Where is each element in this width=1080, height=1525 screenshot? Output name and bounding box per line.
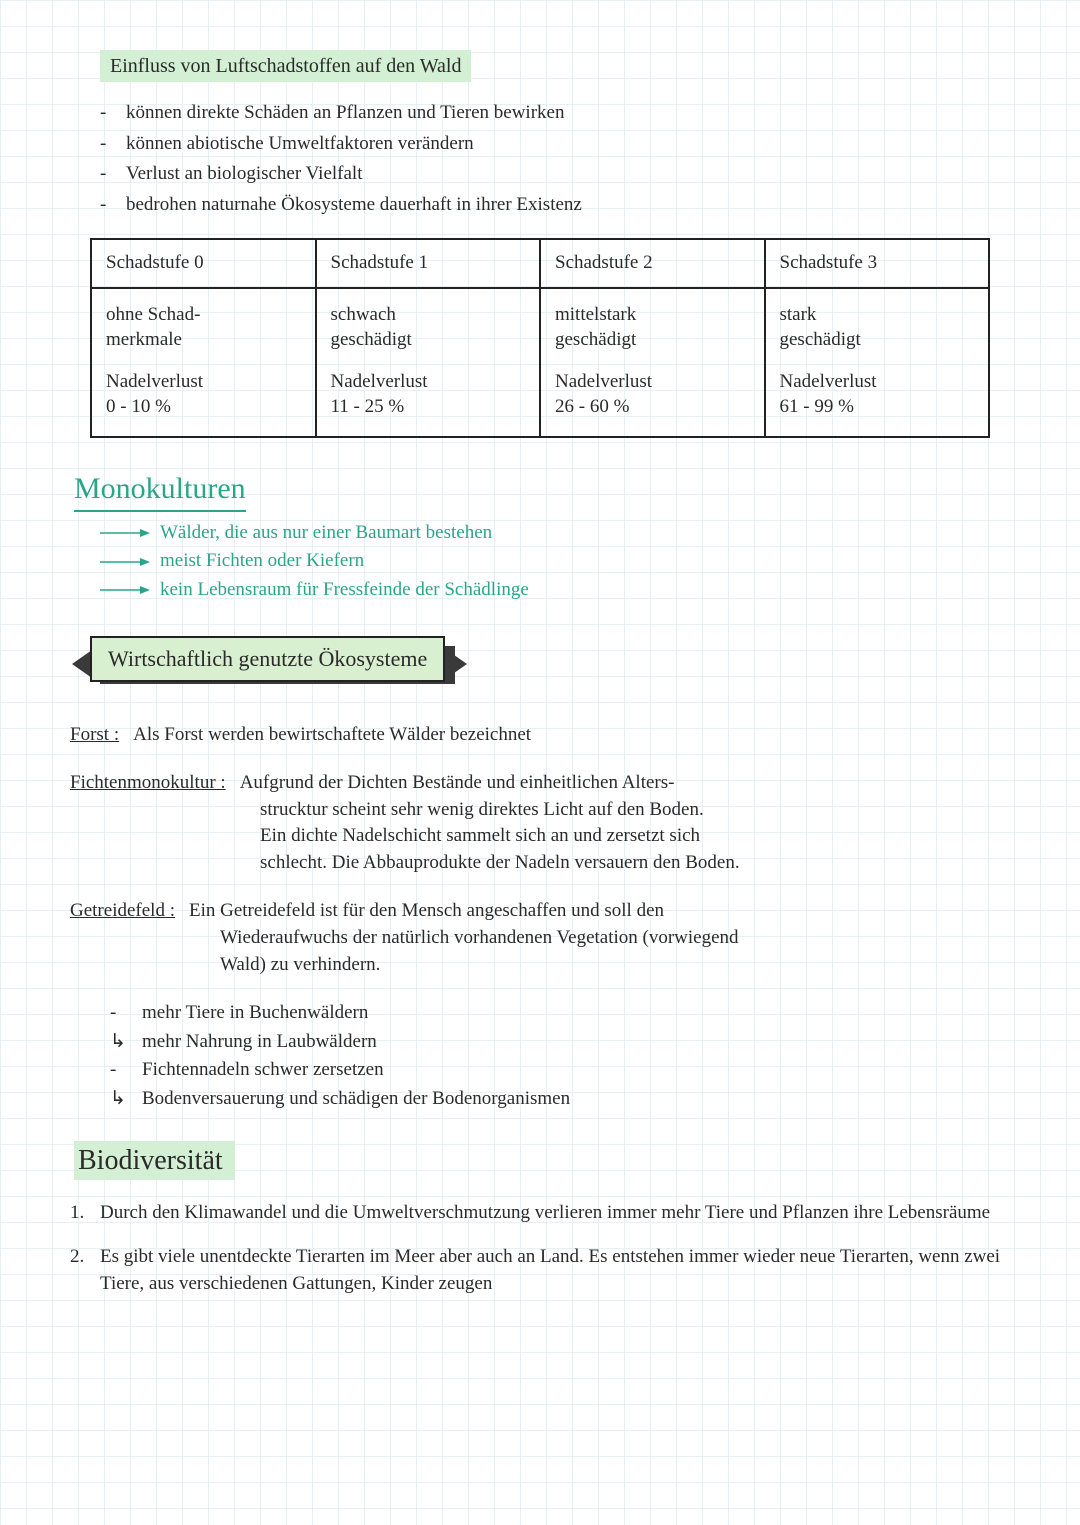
mono-list: Wälder, die aus nur einer Baumart besteh… <box>100 520 1010 604</box>
list-item: -mehr Tiere in Buchenwäldern <box>110 1000 1010 1027</box>
list-item: ↳mehr Nahrung in Laubwäldern <box>110 1029 1010 1056</box>
cell-text: geschädigt <box>331 328 526 353</box>
def-term: Getreidefeld : <box>70 898 175 925</box>
bullet-text: können direkte Schäden an Pflanzen und T… <box>126 100 564 127</box>
list-item: 1. Durch den Klimawandel und die Umweltv… <box>70 1200 1010 1227</box>
table-header: Schadstufe 3 <box>766 240 989 289</box>
bullet-marker: ↳ <box>110 1086 142 1113</box>
definition-forst: Forst : Als Forst werden bewirtschaftete… <box>70 722 1010 749</box>
cell-text: 61 - 99 % <box>780 395 975 420</box>
bullet-marker: - <box>110 1000 142 1027</box>
cell-text: geschädigt <box>780 328 975 353</box>
cell-text: 0 - 10 % <box>106 395 301 420</box>
cell-text: merkmale <box>106 328 301 353</box>
def-line: schlecht. Die Abbauprodukte der Nadeln v… <box>260 850 1010 877</box>
cell-text: schwach <box>331 303 526 328</box>
def-term: Fichtenmonokultur : <box>70 770 226 797</box>
item-text: Es gibt viele unentdeckte Tierarten im M… <box>100 1244 1010 1297</box>
bullet-text: bedrohen naturnahe Ökosysteme dauerhaft … <box>126 192 582 219</box>
def-line: Wiederaufwuchs der natürlich vorhandenen… <box>220 925 1010 952</box>
item-number: 1. <box>70 1200 100 1227</box>
def-line: Wald) zu verhindern. <box>220 952 1010 979</box>
cell-text: geschädigt <box>555 328 750 353</box>
cell-text: stark <box>780 303 975 328</box>
def-body: Als Forst werden bewirtschaftete Wälder … <box>133 722 531 749</box>
table-col: Schadstufe 1 schwachgeschädigt Nadelverl… <box>317 240 542 435</box>
table-col: Schadstufe 0 ohne Schad-merkmale Nadelve… <box>92 240 317 435</box>
cell-text: Nadelverlust <box>331 370 526 395</box>
cell-text: Nadelverlust <box>555 370 750 395</box>
table-header: Schadstufe 1 <box>317 240 540 289</box>
list-item: Wälder, die aus nur einer Baumart besteh… <box>100 520 1010 547</box>
list-item: ↳Bodenversauerung und schädigen der Bode… <box>110 1086 1010 1113</box>
arrow-icon <box>100 583 150 597</box>
list-item: -bedrohen naturnahe Ökosysteme dauerhaft… <box>100 192 1010 219</box>
list-item: kein Lebensraum für Fressfeinde der Schä… <box>100 577 1010 604</box>
section-heading-mono: Monokulturen <box>74 468 246 512</box>
bullet-text: können abiotische Umweltfaktoren verände… <box>126 131 474 158</box>
arrow-text: kein Lebensraum für Fressfeinde der Schä… <box>160 577 529 604</box>
section-heading-bio: Biodiversität <box>74 1141 235 1180</box>
list-item: 2. Es gibt viele unentdeckte Tierarten i… <box>70 1244 1010 1297</box>
list-item: -können direkte Schäden an Pflanzen und … <box>100 100 1010 127</box>
table-col: Schadstufe 3 starkgeschädigt Nadelverlus… <box>766 240 989 435</box>
cell-text: mittelstark <box>555 303 750 328</box>
cell-text: Nadelverlust <box>780 370 975 395</box>
item-text: Durch den Klimawandel und die Umweltvers… <box>100 1200 1010 1227</box>
arrow-icon <box>100 526 150 540</box>
comparison-bullets: -mehr Tiere in Buchenwäldern ↳mehr Nahru… <box>110 1000 1010 1112</box>
arrow-text: meist Fichten oder Kiefern <box>160 548 364 575</box>
banner-label: Wirtschaftlich genutzte Ökosysteme <box>90 636 445 683</box>
bullet-text: Bodenversauerung und schädigen der Boden… <box>142 1086 570 1113</box>
cell-text: Nadelverlust <box>106 370 301 395</box>
def-line: Ein Getreidefeld ist für den Mensch ange… <box>189 898 664 925</box>
table-col: Schadstufe 2 mittelstarkgeschädigt Nadel… <box>541 240 766 435</box>
def-term: Forst : <box>70 722 119 749</box>
bio-list: 1. Durch den Klimawandel und die Umweltv… <box>70 1200 1010 1298</box>
cell-text: 26 - 60 % <box>555 395 750 420</box>
def-line: Aufgrund der Dichten Bestände und einhei… <box>240 770 675 797</box>
table-header: Schadstufe 0 <box>92 240 315 289</box>
bullet-marker: ↳ <box>110 1029 142 1056</box>
page-title: Einfluss von Luftschadstoffen auf den Wa… <box>100 50 471 82</box>
bullet-marker: - <box>110 1057 142 1084</box>
list-item: -können abiotische Umweltfaktoren veränd… <box>100 131 1010 158</box>
definition-fichten: Fichtenmonokultur : Aufgrund der Dichten… <box>70 770 1010 876</box>
bullet-text: mehr Nahrung in Laubwäldern <box>142 1029 377 1056</box>
list-item: -Verlust an biologischer Vielfalt <box>100 161 1010 188</box>
cell-text: ohne Schad- <box>106 303 301 328</box>
banner-tail-left <box>72 650 92 678</box>
def-line: strucktur scheint sehr wenig direktes Li… <box>260 797 1010 824</box>
damage-table: Schadstufe 0 ohne Schad-merkmale Nadelve… <box>90 238 990 437</box>
def-line: Ein dichte Nadelschicht sammelt sich an … <box>260 823 1010 850</box>
arrow-icon <box>100 555 150 569</box>
bullet-text: mehr Tiere in Buchenwäldern <box>142 1000 368 1027</box>
list-item: meist Fichten oder Kiefern <box>100 548 1010 575</box>
intro-bullets: -können direkte Schäden an Pflanzen und … <box>100 100 1010 218</box>
arrow-text: Wälder, die aus nur einer Baumart besteh… <box>160 520 492 547</box>
section-banner: Wirtschaftlich genutzte Ökosysteme <box>90 632 1010 692</box>
definition-getreide: Getreidefeld : Ein Getreidefeld ist für … <box>70 898 1010 978</box>
list-item: -Fichtennadeln schwer zersetzen <box>110 1057 1010 1084</box>
cell-text: 11 - 25 % <box>331 395 526 420</box>
bullet-text: Fichtennadeln schwer zersetzen <box>142 1057 384 1084</box>
item-number: 2. <box>70 1244 100 1297</box>
table-header: Schadstufe 2 <box>541 240 764 289</box>
bullet-text: Verlust an biologischer Vielfalt <box>126 161 362 188</box>
